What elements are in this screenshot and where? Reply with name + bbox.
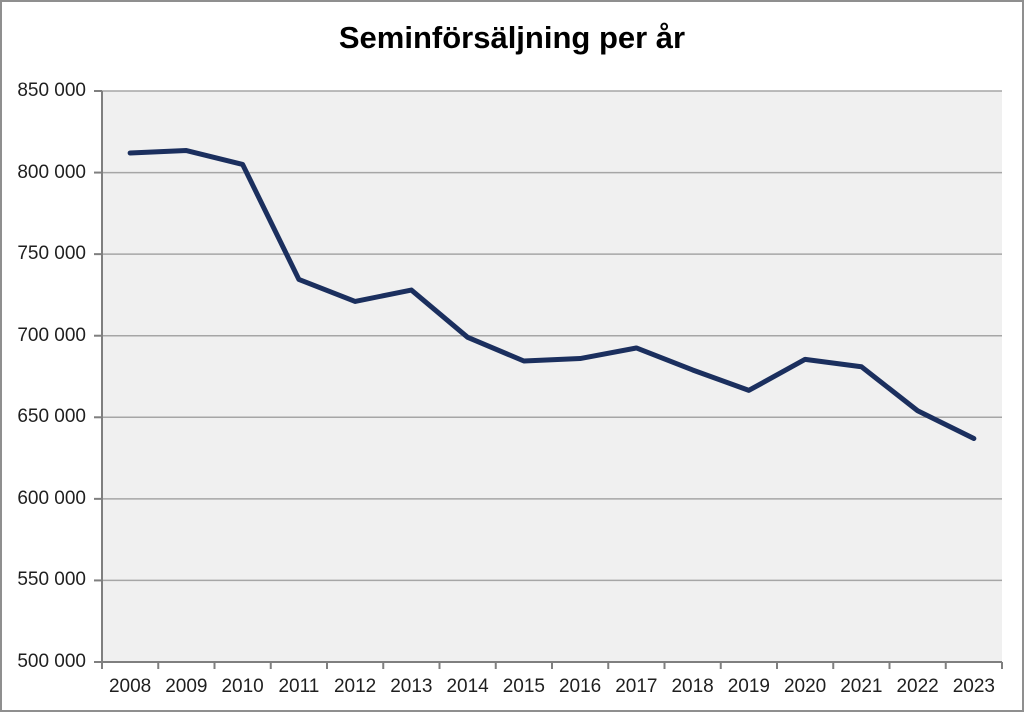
- y-axis-tick-label: 800 000: [17, 161, 86, 183]
- plot-background: [102, 91, 1002, 662]
- y-axis-tick-label: 550 000: [17, 569, 86, 591]
- x-axis-tick-label: 2016: [558, 676, 602, 697]
- x-axis-tick-label: 2021: [840, 676, 883, 697]
- x-axis-tick-label: 2019: [727, 676, 771, 697]
- x-axis-tick-label: 2015: [502, 676, 546, 697]
- x-axis-tick-label: 2008: [108, 676, 152, 697]
- chart-title: Seminförsäljning per år: [338, 20, 686, 55]
- x-axis-tick-label: 2022: [896, 676, 939, 697]
- x-axis-tick-label: 2023: [952, 676, 996, 697]
- x-axis-tick-label: 2013: [390, 676, 433, 697]
- y-axis-tick-label: 700 000: [17, 324, 86, 346]
- x-axis-tick-label: 2018: [671, 676, 714, 697]
- x-axis-tick-label: 2011: [278, 676, 320, 697]
- x-axis-tick-label: 2012: [333, 676, 377, 697]
- x-axis-tick-label: 2014: [446, 676, 489, 697]
- x-axis-tick-label: 2010: [221, 676, 264, 697]
- y-axis-tick-label: 500 000: [17, 651, 86, 672]
- x-axis-tick-label: 2017: [615, 676, 658, 697]
- y-axis-tick-label: 750 000: [17, 243, 86, 265]
- x-axis-tick-label: 2009: [165, 676, 208, 697]
- y-axis-tick-label: 650 000: [17, 406, 86, 428]
- y-axis-tick-label: 850 000: [17, 80, 86, 101]
- y-axis-tick-label: 600 000: [17, 487, 86, 509]
- data-line-seminförsäljning: [127, 148, 977, 441]
- x-axis-tick-label: 2020: [783, 676, 827, 697]
